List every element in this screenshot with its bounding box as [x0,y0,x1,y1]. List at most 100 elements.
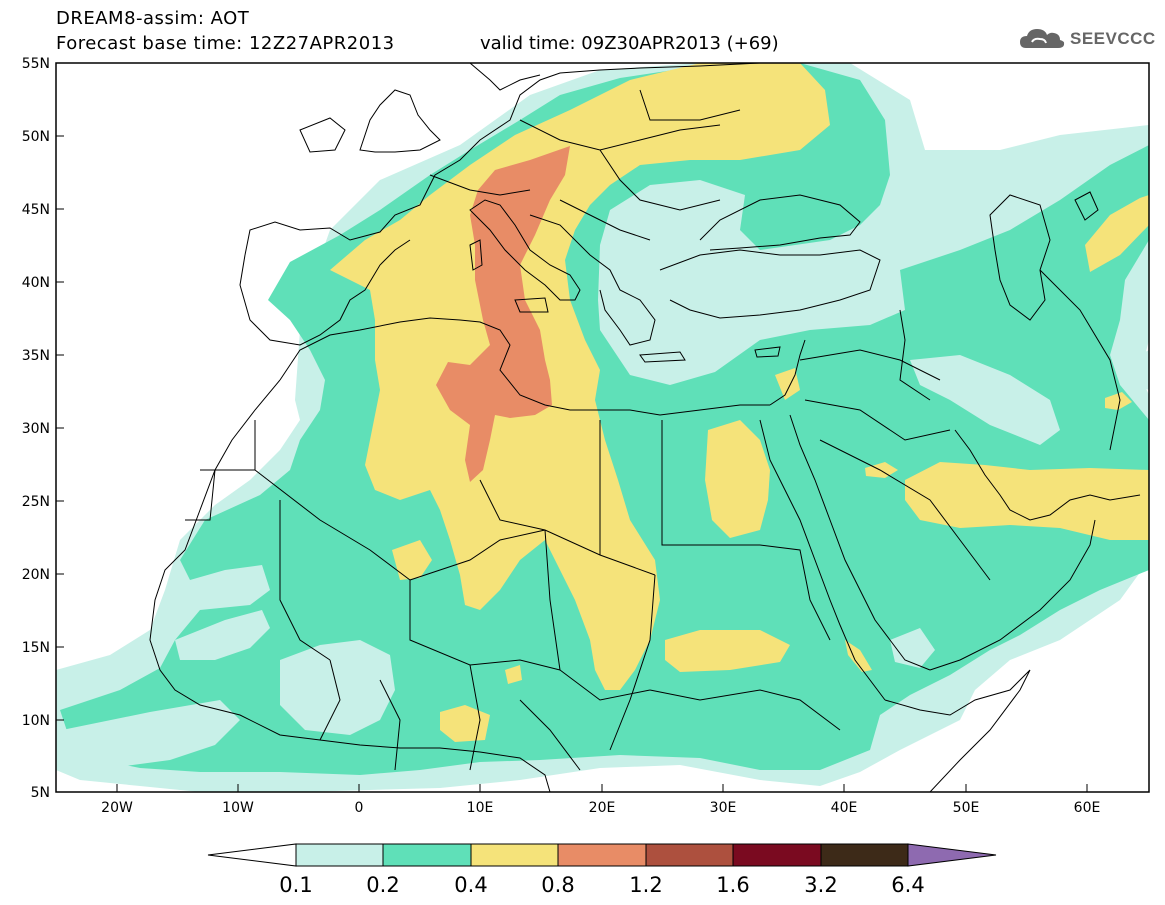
lat-label: 15N [22,640,50,656]
coastline-britain [359,89,441,153]
colorbar-over-arrow [907,843,997,867]
border-africa-12 [379,679,401,771]
coastline-persian-gulf [954,429,1141,521]
lat-labels: 55N 50N 45N 40N 35N 30N 25N 20N 15N 10N … [22,56,50,801]
border-iran-east [1039,269,1121,451]
aot-band-0.1-hole [1130,350,1149,390]
border-africa-8 [544,529,651,701]
logo: SEEVCCC [1018,26,1156,52]
aot-band-0.1-hole [890,628,935,668]
lon-label: 10W [222,800,254,816]
forecast-base-time: Forecast base time: 12Z27APR2013 [56,33,395,54]
coastline-cyprus [754,346,781,358]
border-africa-6 [661,420,760,546]
aot-band-0.4-patch [905,462,1149,540]
coastline-crete [639,351,686,363]
border-africa-10 [759,544,831,641]
aot-band-0.1-hole [62,700,240,768]
aot-band-0.4-patch [505,665,522,684]
border-middle-east-2 [804,399,951,441]
lat-label: 40N [22,275,50,291]
coastline-arabia-south [929,519,1096,671]
aot-band-0.4-patch [865,462,898,478]
cloud-icon [1020,29,1065,48]
coastline-red-sea-west [759,419,886,701]
aot-band-0.4-patch [1085,195,1149,272]
colorbar-label: 6.4 [891,873,924,897]
lat-label: 50N [22,129,50,145]
border-africa-13 [469,664,481,771]
colorbar-label: 0.8 [541,873,574,897]
lon-label: 0 [355,800,364,816]
colorbar-box [382,843,472,867]
colorbar-label: 0.4 [454,873,487,897]
lon-axis [116,784,1088,792]
border-sahara-south [185,469,216,521]
lat-label: 45N [22,202,50,218]
border-africa-2 [279,500,331,661]
aot-band-0.1-hole [910,355,1060,445]
colorbar-label: 3.2 [804,873,837,897]
lon-label: 40E [831,800,858,816]
lon-label: 30E [710,800,737,816]
coastline-italy [469,199,581,301]
aot-band-0.1-hole [175,610,270,660]
colorbar-box [820,843,909,867]
lon-label: 20E [589,800,616,816]
coastline-aral [1074,191,1099,221]
coastline-turkey [659,249,881,319]
colorbar-label: 1.6 [716,873,749,897]
border-europe-1 [429,174,531,196]
lat-label: 30N [22,421,50,437]
coastline-ireland [299,117,346,153]
border-africa-11 [319,659,341,741]
coastline-west-africa [149,379,551,792]
lon-labels: 20W 10W 0 10E 20E 30E 40E 50E 60E [101,800,1100,816]
coastline-scandinavia [469,63,541,91]
coastline-caspian [989,194,1051,321]
map-title: DREAM8-assim: AOT [56,8,250,29]
aot-band-0.4-patch [705,420,770,538]
coastline-balkans [529,214,656,346]
lat-label: 10N [22,713,50,729]
aot-band-0.4 [330,63,830,690]
aot-band-0.4-patch [1105,392,1132,410]
coastline-sardinia [469,239,483,271]
lat-label: 20N [22,567,50,583]
colorbar-label: 1.2 [629,873,662,897]
border-europe-5 [559,199,651,241]
border-africa-9 [609,574,656,751]
valid-time: valid time: 09Z30APR2013 (+69) [480,33,779,54]
coastline-north-africa [279,317,770,416]
aot-band-0.4-patch [665,630,790,672]
lat-label: 35N [22,348,50,364]
coastline-sicily [514,297,549,313]
aot-band-0.4-patch [775,368,800,400]
logo-text: SEEVCCC [1070,29,1156,48]
lon-label: 10E [467,800,494,816]
border-africa-15 [649,689,841,731]
aot-band-0.1-hole [280,640,395,735]
border-europe-4 [639,89,741,121]
coastline-horn-africa [884,669,1031,792]
lat-label: 55N [22,56,50,72]
colorbar-label: 0.1 [279,873,312,897]
colorbar-box [557,843,647,867]
aot-band-0.8 [436,146,570,482]
border-africa-3 [409,529,546,581]
border-europe-2 [519,119,721,151]
colorbar-box [732,843,822,867]
border-middle-east-3 [819,439,991,581]
lon-label: 50E [953,800,980,816]
lon-label: 20W [101,800,133,816]
lon-label: 60E [1074,800,1101,816]
coastline-europe-west [244,63,761,256]
colorbar-box [645,843,734,867]
aot-field [56,63,1149,792]
colorbar-label: 0.2 [366,873,399,897]
aot-band-0.4-patch [392,540,432,580]
colorbar [207,843,997,867]
border-europe-3 [599,149,721,211]
lat-label: 25N [22,494,50,510]
